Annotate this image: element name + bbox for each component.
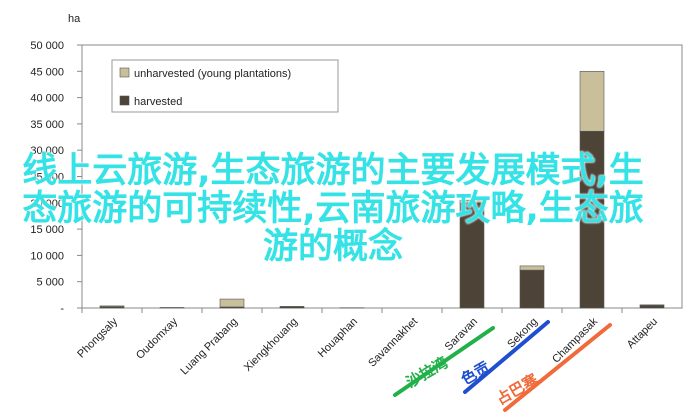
bar-segment	[459, 202, 485, 309]
legend-label: harvested	[134, 96, 182, 108]
y-tick-label: 25 000	[30, 172, 64, 184]
overlay-stroke	[393, 326, 495, 397]
y-axis-label: ha	[68, 13, 81, 25]
overlay-label: 沙拉湾	[403, 353, 451, 391]
y-tick-label: 30 000	[30, 145, 64, 157]
x-tick-label: Houaphan	[316, 316, 360, 360]
bar-segment	[579, 71, 605, 132]
bar-segment	[459, 199, 485, 204]
x-tick-label: Attapeu	[625, 316, 660, 351]
x-tick-label: Xiengkhouang	[242, 316, 300, 374]
y-tick-label: 15 000	[30, 224, 64, 236]
x-tick-label: Luang Prabang	[178, 316, 240, 378]
legend-swatch	[119, 95, 130, 106]
y-tick-label: 20 000	[30, 198, 64, 210]
bar-segment	[159, 307, 185, 309]
bar-segment	[579, 130, 605, 309]
overlay-text: 线上云旅游,生态旅游的主要发展模式,生态旅游的可持续性,云南旅游攻略,生态旅游的…	[22, 151, 644, 267]
bar-segment	[519, 265, 545, 271]
legend-swatch	[119, 67, 130, 78]
legend-label: unharvested (young plantations)	[134, 68, 291, 80]
overlay-stroke	[463, 320, 550, 394]
x-tick-label: Phongsaly	[75, 315, 120, 360]
overlay-label: 占巴塞	[493, 370, 542, 409]
x-tick-label: Savannakhet	[366, 316, 420, 370]
y-tick-label: 45 000	[30, 66, 64, 78]
y-tick-label: 50 000	[30, 40, 64, 52]
x-tick-label: Oudomxay	[134, 315, 180, 361]
bar-segment	[99, 305, 125, 307]
legend-box	[111, 59, 339, 113]
bar-segment	[519, 269, 545, 309]
bar-segment	[279, 306, 305, 309]
y-tick-label: 40 000	[30, 93, 64, 105]
y-tick-label: 10 000	[30, 250, 64, 262]
bar-segment	[639, 305, 665, 309]
bar-segment	[639, 304, 665, 306]
y-tick-label: 5 000	[36, 277, 64, 289]
bar-segment	[219, 298, 245, 308]
y-tick-label: -	[60, 303, 64, 315]
y-tick-label: 35 000	[30, 119, 64, 131]
overlay-stroke	[503, 323, 612, 412]
